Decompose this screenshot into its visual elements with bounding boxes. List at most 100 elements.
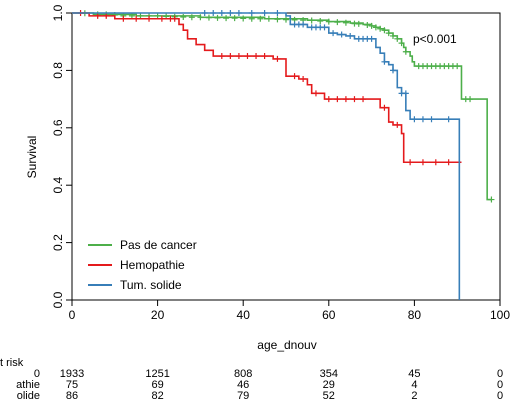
plot-box bbox=[71, 12, 501, 301]
censor-mark bbox=[394, 35, 401, 42]
y-tick-label: 1.0 bbox=[51, 4, 65, 21]
censor-mark bbox=[214, 14, 221, 21]
series-hemopathie bbox=[72, 10, 462, 166]
censor-mark bbox=[407, 159, 414, 166]
censor-mark bbox=[274, 10, 281, 16]
censor-mark bbox=[197, 14, 204, 21]
series-layer bbox=[72, 10, 495, 300]
risk-cell: 0 bbox=[496, 390, 504, 402]
x-tick-label: 20 bbox=[151, 308, 165, 322]
censor-mark bbox=[146, 15, 153, 22]
x-tick-label: 80 bbox=[408, 308, 422, 322]
censor-mark bbox=[283, 16, 289, 23]
risk-cell: 82 bbox=[151, 390, 164, 402]
censor-mark bbox=[133, 15, 140, 22]
censor-mark bbox=[257, 15, 264, 22]
censor-mark bbox=[128, 12, 135, 19]
censor-mark bbox=[188, 14, 195, 21]
plot-frame bbox=[71, 12, 501, 301]
censor-mark bbox=[218, 10, 225, 16]
censor-mark bbox=[381, 104, 388, 111]
legend-label: Pas de cancer bbox=[120, 238, 197, 252]
censor-mark bbox=[372, 24, 379, 31]
censor-mark bbox=[351, 96, 358, 103]
censor-mark bbox=[120, 15, 127, 22]
survival-chart: 0 20 40 60 80 100 0.00.20.40.60.81.0 p<0.001 … bbox=[25, 4, 510, 352]
censor-mark bbox=[261, 10, 268, 16]
censor-mark bbox=[355, 20, 362, 27]
risk-cell: 69 bbox=[151, 379, 164, 391]
y-axis-label: Survival bbox=[25, 136, 39, 179]
y-tick-label: 0.4 bbox=[51, 177, 65, 194]
censor-mark bbox=[218, 53, 225, 60]
censor-mark bbox=[248, 15, 255, 22]
censor-mark bbox=[261, 53, 268, 60]
censor-mark bbox=[432, 159, 439, 166]
censor-mark bbox=[360, 96, 367, 103]
risk-cell: 1933 bbox=[59, 368, 85, 380]
censor-mark bbox=[368, 22, 375, 29]
censor-mark bbox=[334, 19, 341, 26]
risk-table-title: t risk bbox=[0, 357, 24, 369]
censor-mark bbox=[342, 19, 349, 26]
censor-mark bbox=[274, 16, 281, 23]
censor-mark bbox=[334, 96, 341, 103]
risk-cell: 45 bbox=[408, 368, 421, 380]
censor-mark bbox=[180, 14, 187, 21]
censor-mark bbox=[201, 10, 208, 16]
risk-cell: 0 bbox=[496, 379, 504, 391]
y-tick-label: 0.2 bbox=[51, 234, 65, 251]
censor-mark bbox=[171, 15, 178, 22]
x-tick-label: 60 bbox=[322, 308, 336, 322]
censor-mark bbox=[300, 76, 307, 83]
risk-row-label: 0 bbox=[33, 368, 40, 380]
censor-mark bbox=[381, 58, 388, 65]
risk-cell: 86 bbox=[65, 390, 79, 402]
censor-mark bbox=[274, 55, 281, 62]
x-tick-label: 0 bbox=[69, 308, 76, 322]
risk-cell: 0 bbox=[496, 368, 504, 380]
x-axis: 0 20 40 60 80 100 bbox=[69, 300, 510, 322]
censor-mark bbox=[390, 32, 396, 39]
x-tick-label: 40 bbox=[237, 308, 251, 322]
censor-mark bbox=[338, 31, 345, 38]
y-tick-label: 0.6 bbox=[51, 119, 65, 136]
censor-mark bbox=[103, 12, 110, 19]
censor-mark bbox=[308, 17, 315, 24]
censor-mark bbox=[364, 22, 371, 29]
censor-mark bbox=[390, 67, 396, 74]
censor-mark bbox=[235, 53, 242, 60]
censor-mark bbox=[325, 96, 332, 103]
censor-mark bbox=[428, 116, 435, 123]
censor-mark bbox=[325, 18, 332, 25]
censor-mark bbox=[317, 18, 324, 25]
censor-mark bbox=[158, 15, 165, 22]
censor-mark bbox=[205, 14, 212, 21]
censor-mark bbox=[265, 15, 272, 22]
censor-mark bbox=[419, 159, 426, 166]
censor-mark bbox=[94, 12, 101, 19]
risk-cell: 46 bbox=[237, 379, 250, 391]
censor-mark bbox=[368, 35, 375, 42]
censor-mark bbox=[312, 90, 319, 97]
series-line bbox=[72, 12, 462, 164]
censor-mark bbox=[291, 73, 298, 80]
y-tick-label: 0.8 bbox=[51, 62, 65, 79]
risk-cell: 4 bbox=[411, 379, 418, 391]
censor-mark bbox=[419, 116, 426, 123]
censor-mark bbox=[223, 15, 230, 22]
censor-mark bbox=[231, 15, 238, 22]
x-tick-label: 100 bbox=[490, 308, 510, 322]
risk-cell: 2 bbox=[411, 390, 418, 402]
censor-mark bbox=[394, 121, 401, 128]
risk-row-label: athie bbox=[16, 379, 40, 391]
risk-row-label: olide bbox=[16, 390, 40, 402]
censor-mark bbox=[227, 53, 234, 60]
censor-mark bbox=[244, 53, 251, 60]
censor-mark bbox=[154, 12, 161, 19]
censor-mark bbox=[467, 96, 474, 103]
censor-mark bbox=[385, 30, 392, 37]
censor-mark bbox=[377, 25, 384, 32]
legend-label: Tum. solide bbox=[120, 278, 182, 292]
risk-cell: 79 bbox=[237, 390, 250, 402]
